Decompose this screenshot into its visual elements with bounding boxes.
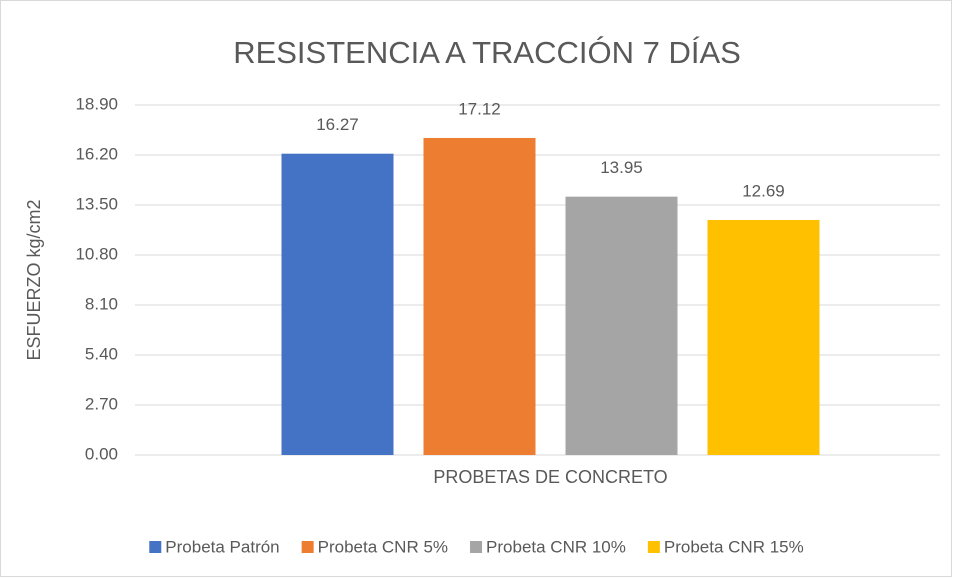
y-tick-label: 5.40 xyxy=(85,344,118,363)
y-tick-label: 10.80 xyxy=(75,244,118,263)
x-tick-label: PROBETAS DE CONCRETO xyxy=(433,467,667,487)
legend-swatch xyxy=(301,541,314,553)
y-tick-label: 2.70 xyxy=(85,394,118,413)
y-tick-label: 8.10 xyxy=(85,294,118,313)
y-tick-label: 16.20 xyxy=(75,144,118,163)
legend-label: Probeta CNR 10% xyxy=(486,537,626,556)
data-label: 17.12 xyxy=(458,99,501,118)
y-tick-label: 0.00 xyxy=(85,444,118,463)
y-axis-label: ESFUERZO kg/cm2 xyxy=(24,199,44,360)
bar xyxy=(707,220,820,455)
legend-label: Probeta CNR 15% xyxy=(664,537,804,556)
legend-label: Probeta CNR 5% xyxy=(318,537,448,556)
data-label: 12.69 xyxy=(742,181,785,200)
legend-swatch xyxy=(470,541,483,553)
chart-title: RESISTENCIA A TRACCIÓN 7 DÍAS xyxy=(233,35,741,70)
data-label: 13.95 xyxy=(600,158,643,177)
bar xyxy=(281,153,394,455)
legend-swatch xyxy=(149,541,162,553)
y-tick-label: 13.50 xyxy=(75,194,118,213)
y-tick-label: 18.90 xyxy=(75,94,118,113)
bar xyxy=(565,196,678,455)
legend-swatch xyxy=(647,541,660,553)
bar xyxy=(423,137,536,456)
data-label: 16.27 xyxy=(316,115,359,134)
legend-label: Probeta Patrón xyxy=(165,537,279,556)
